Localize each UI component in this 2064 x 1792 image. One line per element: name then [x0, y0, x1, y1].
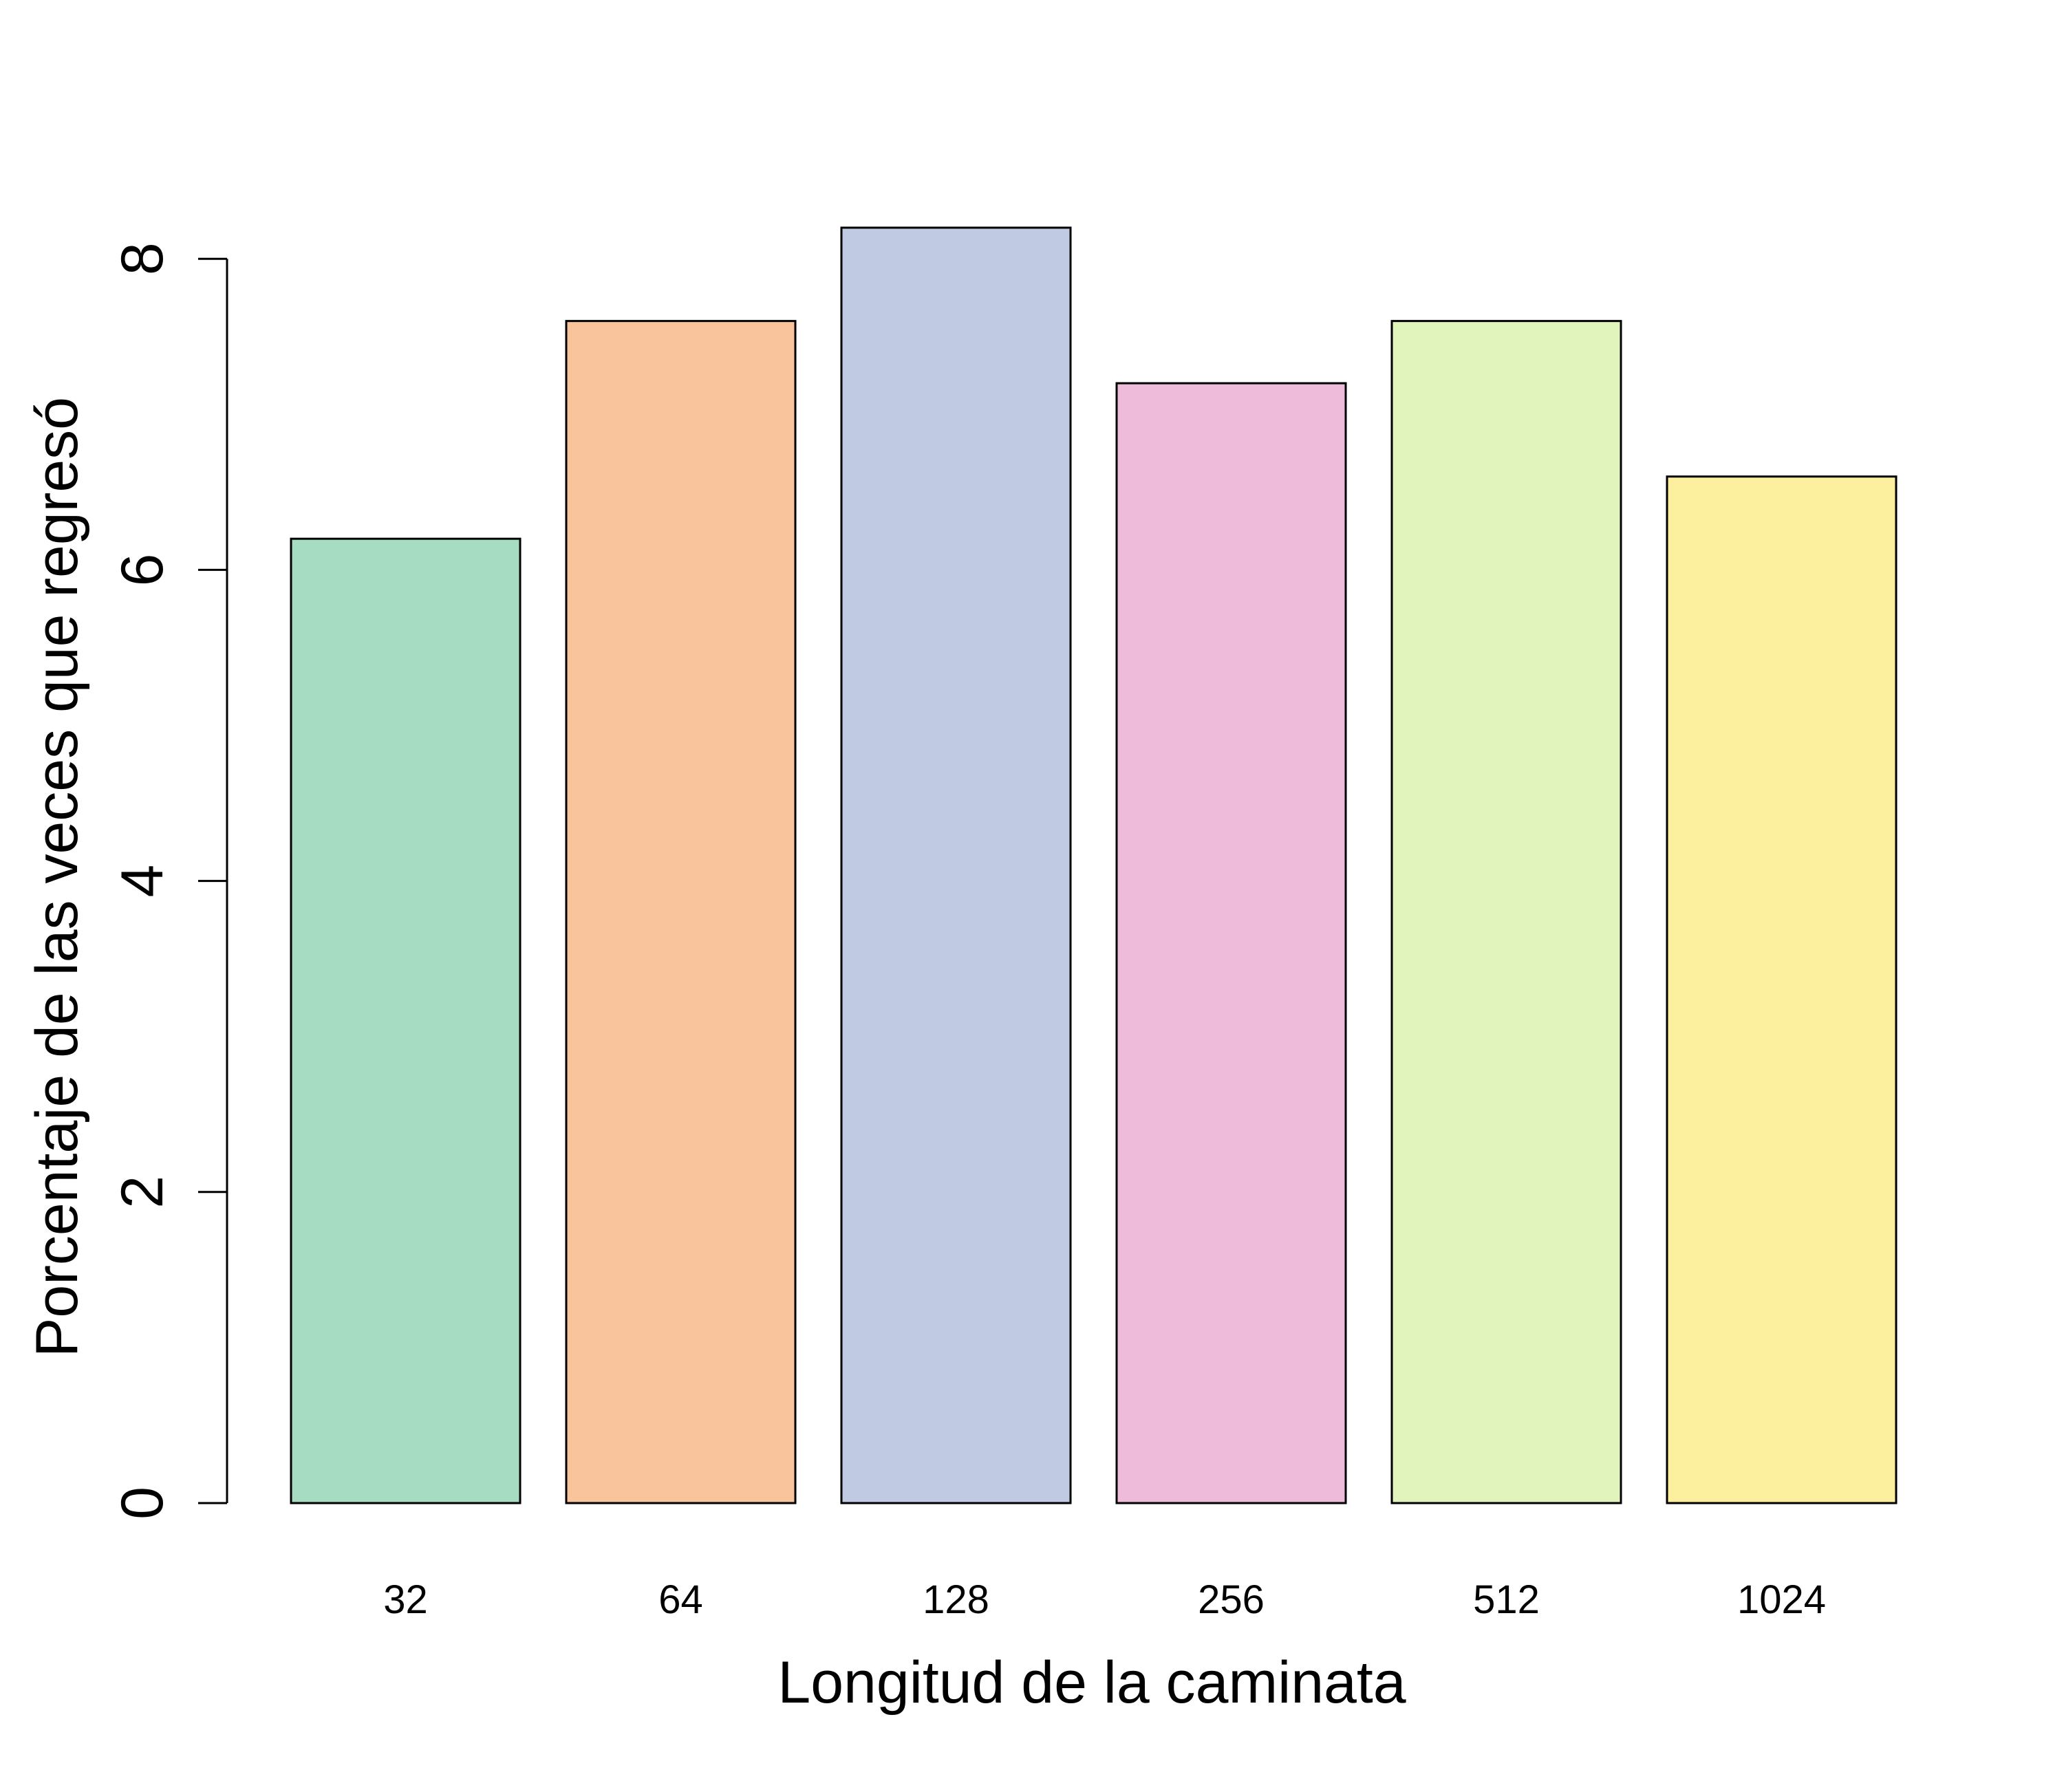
bar-64 — [565, 320, 797, 1504]
y-axis: 0 2 4 6 8 — [109, 242, 228, 1520]
x-tick-label-256: 256 — [1198, 1577, 1265, 1622]
bar-256 — [1115, 382, 1347, 1504]
bar-32 — [290, 537, 522, 1504]
y-tick-label-0: 0 — [109, 1487, 175, 1520]
y-tick-label-2: 2 — [109, 1176, 175, 1209]
bar-512 — [1390, 320, 1622, 1504]
y-tick-label-4: 4 — [109, 865, 175, 898]
x-tick-labels: 32 64 128 256 512 1024 — [383, 1577, 1826, 1622]
y-tick-label-6: 6 — [109, 553, 175, 586]
bars — [290, 226, 1898, 1504]
x-tick-label-32: 32 — [383, 1577, 428, 1622]
bar-1024 — [1666, 475, 1898, 1504]
y-axis-title: Porcentaje de las veces que regresó — [24, 397, 90, 1357]
bar-128 — [840, 226, 1072, 1504]
x-tick-label-512: 512 — [1473, 1577, 1540, 1622]
x-tick-label-128: 128 — [923, 1577, 989, 1622]
x-axis-title: Longitud de la caminata — [777, 1650, 1406, 1716]
x-tick-label-64: 64 — [658, 1577, 703, 1622]
x-tick-label-1024: 1024 — [1737, 1577, 1826, 1622]
y-tick-label-8: 8 — [109, 242, 175, 275]
